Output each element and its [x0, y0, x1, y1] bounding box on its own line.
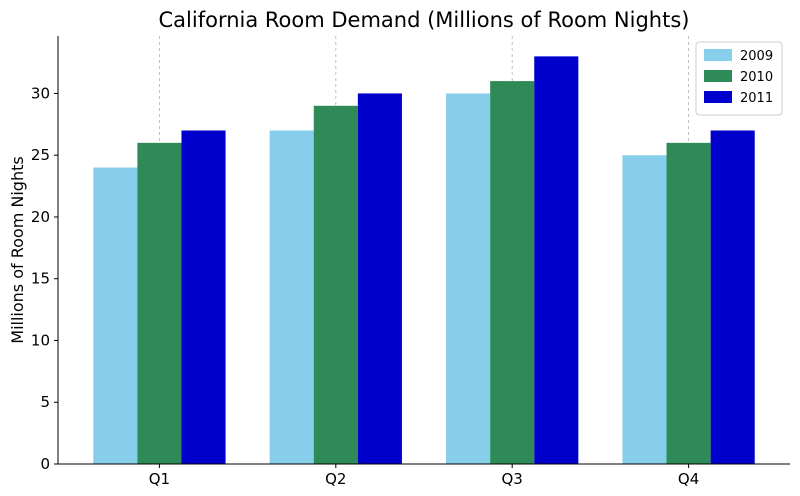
y-tick-label: 20: [31, 208, 50, 226]
y-tick-label: 15: [31, 270, 50, 288]
bar-2010-q1: [137, 142, 182, 465]
axes: [57, 36, 790, 465]
bar-2011-q3: [534, 56, 579, 464]
bar-2009-q3: [446, 93, 491, 465]
legend-swatch-2011: [704, 91, 732, 103]
y-tick-label: 30: [31, 84, 50, 102]
y-tick-label: 0: [40, 455, 50, 473]
x-tick-label: Q2: [325, 470, 346, 488]
bar-2009-q2: [269, 130, 314, 464]
bar-2009-q4: [622, 155, 667, 464]
legend-label-2011: 2011: [740, 91, 773, 106]
bar-2010-q4: [666, 142, 711, 465]
y-tick-label: 5: [40, 393, 50, 411]
ticks: 0 5 10 15 20 25 30 Q1 Q2 Q3 Q4: [31, 84, 699, 488]
y-axis-label: Millions of Room Nights: [8, 156, 27, 343]
bar-2009-q1: [93, 167, 138, 464]
bar-2010-q3: [490, 81, 535, 464]
x-tick-label: Q3: [502, 470, 523, 488]
bar-2011-q1: [181, 130, 226, 464]
bars: [93, 56, 755, 465]
y-tick-label: 10: [31, 331, 50, 349]
legend: 2009 2010 2011: [695, 41, 783, 116]
x-tick-label: Q1: [149, 470, 170, 488]
legend-label-2010: 2010: [740, 70, 773, 85]
bar-2011-q2: [357, 93, 402, 465]
x-tick-label: Q4: [678, 470, 699, 488]
legend-label-2009: 2009: [740, 49, 773, 64]
legend-swatch-2009: [704, 49, 732, 61]
chart-title: California Room Demand (Millions of Room…: [159, 8, 690, 32]
y-tick-label: 25: [31, 146, 50, 164]
bar-2011-q4: [710, 130, 755, 464]
legend-swatch-2010: [704, 70, 732, 82]
gridlines: [159, 36, 689, 464]
bar-2010-q2: [313, 105, 358, 465]
